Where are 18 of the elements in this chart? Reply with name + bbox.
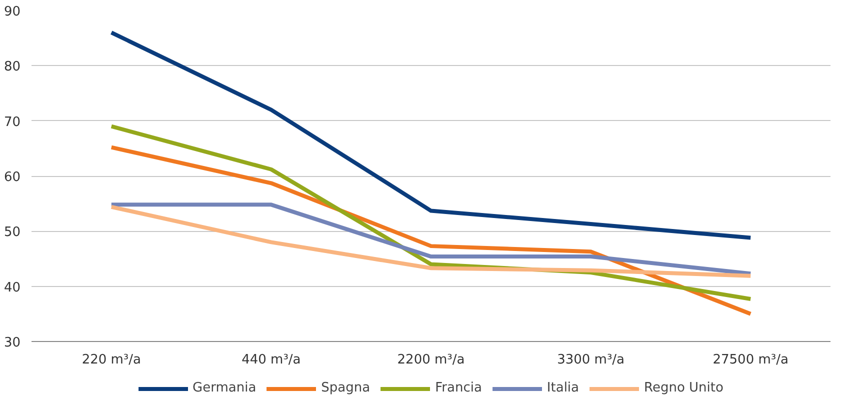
x-tick-label: 3300 m³/a	[557, 352, 625, 368]
y-tick-label: 70	[4, 114, 21, 130]
legend-label: Germania	[192, 380, 256, 396]
y-tick-label: 80	[4, 60, 21, 75]
x-tick-label: 220 m³/a	[82, 352, 141, 368]
y-tick-label: 50	[4, 225, 21, 240]
x-tick-label: 2200 m³/a	[397, 352, 465, 368]
legend-label: Regno Unito	[644, 380, 724, 396]
x-tick-label: 440 m³/a	[242, 352, 301, 368]
line-series	[109, 30, 753, 240]
y-tick-label: 30	[4, 336, 21, 350]
y-tick-label: 90	[4, 4, 21, 20]
legend-label: Spagna	[321, 380, 370, 396]
legend-label: Francia	[435, 380, 482, 396]
y-tick-label: 40	[4, 280, 21, 296]
x-tick-label: 27500 m³/a	[712, 352, 788, 368]
y-tick-label: 60	[4, 170, 21, 185]
legend-label: Italia	[546, 380, 580, 396]
